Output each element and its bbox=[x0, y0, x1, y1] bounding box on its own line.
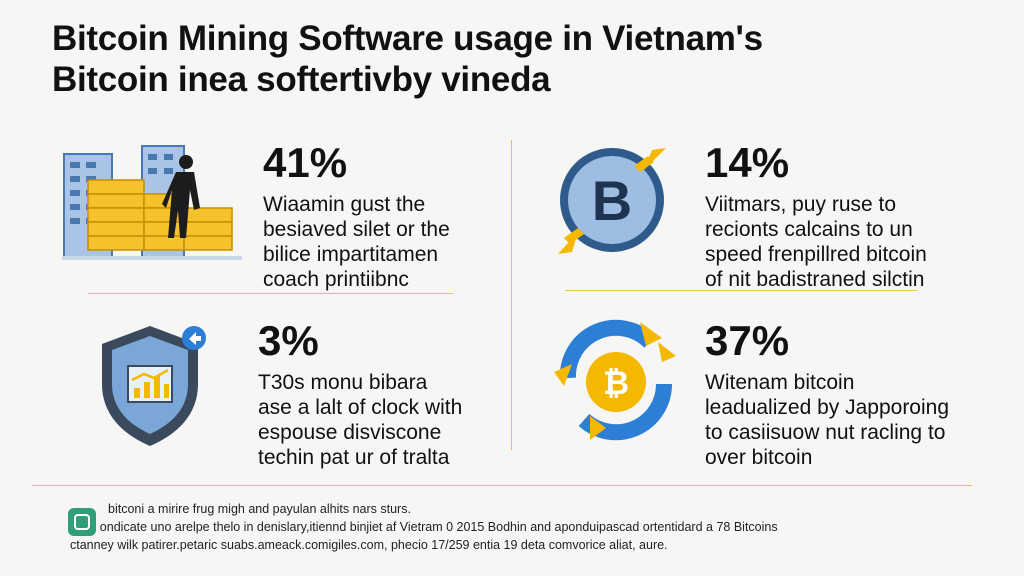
svg-text:₿: ₿ bbox=[603, 365, 629, 401]
stat-percent: 37% bbox=[705, 317, 790, 364]
stat-card-4: 37% Witenam bitcoin leadualized by Jappo… bbox=[705, 318, 949, 470]
bitcoin-cycle-icon: ₿ bbox=[550, 316, 686, 446]
divider-footer bbox=[32, 485, 972, 486]
stat-description: Viitmars, puy ruse to recionts calcains … bbox=[705, 193, 927, 291]
divider-left-mid bbox=[88, 293, 453, 294]
stat-card-2: 14% Viitmars, puy ruse to recionts calca… bbox=[705, 140, 927, 292]
footer-line-3: ctanney wilk patirer.petaric suabs.ameac… bbox=[70, 538, 668, 552]
footer-line-2: B ondicate uno arelpe thelo in denislary… bbox=[88, 520, 778, 534]
source-badge-icon bbox=[68, 508, 96, 536]
footer-line-1: bitconi a mirire frug migh and payulan a… bbox=[108, 502, 411, 516]
stat-description: T30s monu bibara ase a lalt of clock wit… bbox=[258, 371, 463, 469]
stat-card-1: 41% Wiaamin gust the besiaved silet or t… bbox=[263, 140, 450, 292]
shield-chart-icon bbox=[98, 322, 218, 450]
divider-center bbox=[511, 140, 512, 450]
divider-right-mid bbox=[565, 290, 917, 291]
city-bitcoin-bars-icon bbox=[62, 138, 242, 262]
bitcoin-coin-arrows-icon: B bbox=[548, 140, 678, 260]
title-line-2: Bitcoin inea softertivby vineda bbox=[52, 60, 551, 99]
stat-card-3: 3% T30s monu bibara ase a lalt of clock … bbox=[258, 318, 462, 470]
stat-description: Wiaamin gust the besiaved silet or the b… bbox=[263, 193, 450, 291]
footer-notes: bitconi a mirire frug migh and payulan a… bbox=[62, 500, 992, 554]
stat-percent: 41% bbox=[263, 139, 348, 186]
title-line-1: Bitcoin Mining Software usage in Vietnam… bbox=[52, 19, 763, 58]
svg-text:B: B bbox=[592, 169, 632, 232]
page-title: Bitcoin Mining Software usage in Vietnam… bbox=[52, 18, 992, 100]
stat-description: Witenam bitcoin leadualized by Japporoin… bbox=[705, 371, 950, 469]
stat-percent: 14% bbox=[705, 139, 790, 186]
stat-percent: 3% bbox=[258, 317, 319, 364]
